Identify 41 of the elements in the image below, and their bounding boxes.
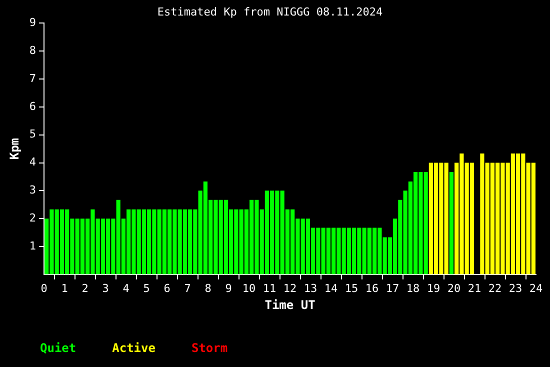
y-tick-label: 8 [29, 44, 36, 57]
x-tick-label: 21 [468, 282, 482, 295]
x-tick-label: 3 [102, 282, 109, 295]
y-axis-title: Kpm [7, 138, 22, 160]
x-tick-label: 1 [61, 282, 68, 295]
x-tick-label: 10 [242, 282, 256, 295]
y-tick-label: 9 [29, 16, 36, 30]
x-tick-label: 20 [447, 282, 461, 295]
text: Active [112, 341, 156, 356]
chart-title: Estimated Kp from NIGGG 08.11.2024 [157, 5, 383, 18]
x-tick-label: 18 [406, 282, 420, 295]
x-tick-label: 17 [386, 282, 400, 295]
x-tick-label: 7 [184, 282, 191, 295]
y-tick-label: 2 [29, 211, 36, 224]
x-tick-label: 6 [164, 282, 170, 295]
x-tick-label: 24 [529, 282, 543, 295]
x-tick-label: 4 [122, 282, 130, 295]
x-tick-label: 23 [508, 282, 522, 295]
y-tick-label: 6 [29, 100, 36, 113]
text: Quiet [40, 341, 76, 356]
x-tick-label: 22 [488, 282, 502, 295]
x-tick-label: 19 [426, 282, 440, 295]
x-tick-label: 15 [344, 282, 358, 295]
x-tick-label: 16 [365, 282, 379, 295]
x-tick-label: 5 [143, 282, 150, 295]
x-tick-label: 12 [283, 282, 297, 295]
x-tick-label: 14 [324, 282, 338, 295]
x-tick-label: 0 [40, 282, 48, 295]
y-tick-label: 7 [29, 72, 36, 85]
y-tick-label: 4 [29, 156, 36, 169]
x-axis-title: Time UT [264, 298, 316, 312]
text: Storm [191, 341, 228, 356]
x-tick-label: 11 [262, 282, 276, 295]
x-tick-label: 8 [204, 282, 212, 295]
x-tick-label: 13 [304, 282, 318, 295]
bar [449, 172, 454, 274]
y-tick-label: 3 [29, 184, 36, 197]
y-tick-label: 5 [29, 128, 36, 141]
x-tick-label: 9 [225, 282, 232, 295]
y-tick-label: 1 [29, 239, 36, 252]
x-tick-label: 2 [82, 282, 88, 295]
